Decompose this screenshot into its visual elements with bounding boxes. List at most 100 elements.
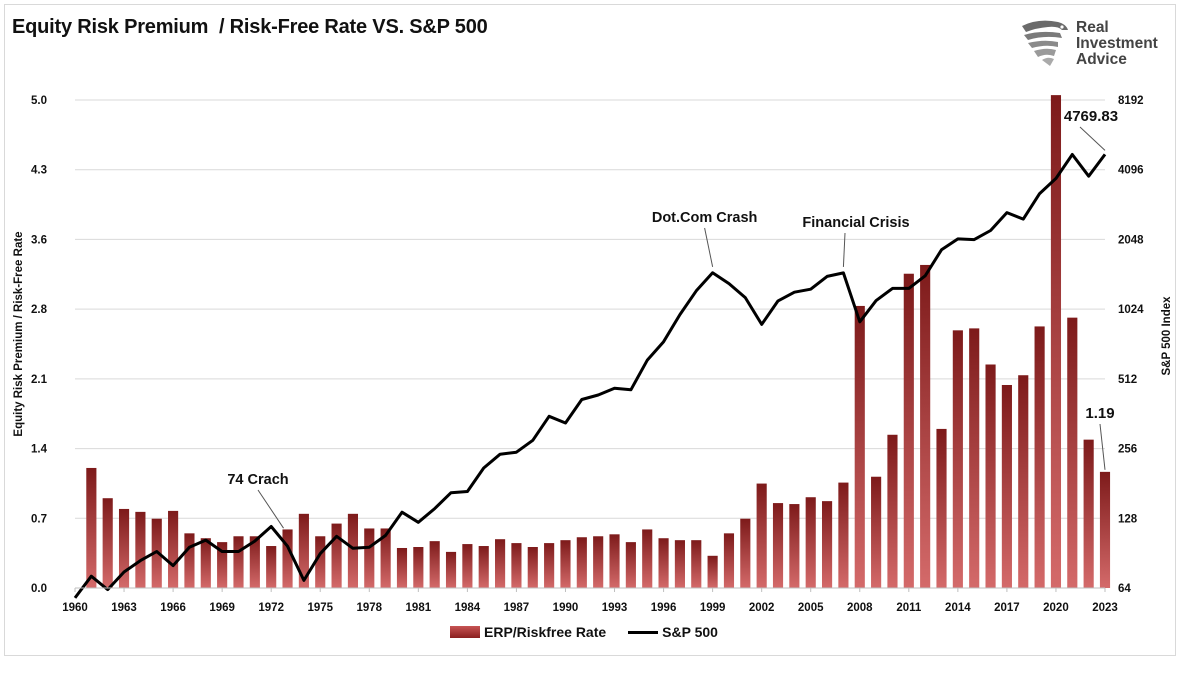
eagle-logo-icon [1022,20,1068,66]
x-tick-label: 2020 [1043,602,1069,614]
right-axis-title: S&P 500 Index [1161,296,1173,376]
annotation-leader-line [1099,423,1106,470]
x-tick-label: 1966 [160,602,186,614]
x-tick-label: 2008 [847,602,873,614]
erp-bar [756,483,767,588]
erp-bar [249,536,260,588]
chart-frame [4,4,1176,656]
left-tick-label: 0.7 [31,513,47,525]
x-tick-label: 1996 [651,602,677,614]
erp-bar [102,498,113,588]
erp-bar [298,513,309,588]
left-tick-label: 2.8 [31,304,48,316]
sp500-line [73,153,1107,599]
annotation-74-crash: 74 Crach [227,472,288,488]
left-tick-label: 5.0 [31,95,47,107]
legend: ERP/Riskfree Rate S&P 500 [450,624,718,640]
erp-bar [315,536,326,588]
logo-line-2: Investment [1076,35,1158,52]
right-tick-label: 8192 [1118,95,1144,107]
right-tick-label: 256 [1118,444,1137,456]
erp-bar [462,544,473,588]
erp-bar [871,476,882,588]
x-tick-label: 2005 [798,602,824,614]
erp-bar [364,528,375,588]
logo-text: Real Investment Advice [1076,20,1158,68]
chart-title: Equity Risk Premium / Risk-Free Rate VS.… [12,16,488,38]
erp-bar [511,543,522,588]
annotation-leader-line [1079,126,1106,151]
erp-bar [1034,326,1045,588]
right-tick-label: 1024 [1118,304,1144,316]
erp-bar [609,534,620,588]
erp-bar [985,364,996,588]
erp-bar [838,482,849,588]
erp-bar [118,508,130,588]
erp-bar [331,523,342,588]
right-tick-label: 128 [1118,513,1138,525]
erp-bar [642,529,653,588]
erp-bar [445,551,457,588]
x-tick-label: 1987 [504,602,530,614]
left-axis-title: Equity Risk Premium / Risk-Free Rate [13,231,25,436]
logo: Real Investment Advice [1018,16,1168,68]
annotation-financial-crisis: Financial Crisis [802,215,909,231]
erp-bar [740,518,751,588]
erp-bar [903,273,914,588]
erp-bar [527,547,538,588]
erp-bar [821,501,833,588]
sp500-line-layer [73,153,1107,599]
x-tick-label: 2014 [945,602,971,614]
erp-bar [1083,439,1094,588]
x-tick-label: 1963 [111,602,137,614]
logo-line-3: Advice [1076,51,1127,68]
x-tick-label: 2017 [994,602,1020,614]
erp-bar [495,539,506,588]
erp-bars [86,95,1111,589]
erp-bar [1001,384,1012,588]
logo-line-1: Real [1076,19,1109,36]
right-tick-label: 512 [1118,374,1137,386]
annotation-leader-line [704,227,714,267]
erp-bar [429,541,440,588]
erp-bar [920,264,931,588]
erp-bar [217,542,228,588]
x-tick-label: 2023 [1092,602,1118,614]
legend-item-sp500: S&P 500 [662,624,718,640]
x-tick-label: 1975 [307,602,333,614]
erp-bar [576,537,587,588]
x-tick-label: 1990 [553,602,579,614]
x-tick-label: 2011 [896,602,922,614]
x-tick-label: 1984 [455,602,481,614]
erp-bar [805,497,816,588]
erp-bar [184,533,195,588]
x-tick-label: 1981 [406,602,432,614]
erp-bar [1099,471,1111,588]
erp-bar [478,546,489,588]
right-tick-label: 2048 [1118,234,1144,246]
erp-bar [266,546,277,588]
erp-bar [854,305,865,588]
x-tick-label: 1972 [258,602,284,614]
x-tick-label: 2002 [749,602,775,614]
right-tick-label: 64 [1118,583,1131,595]
annotation-dotcom-crash: Dot.Com Crash [652,210,758,226]
erp-bar [1067,317,1078,588]
left-tick-label: 1.4 [31,444,48,456]
erp-bar [789,504,800,588]
sp500-last-value-label: 4769.83 [1064,108,1118,125]
erp-bar [347,513,359,588]
right-tick-label: 4096 [1118,165,1144,177]
erp-bar [952,330,963,588]
erp-bar [936,428,947,588]
x-tick-label: 1969 [209,602,235,614]
erp-bar [1050,95,1062,589]
erp-bar [691,540,702,588]
left-tick-label: 4.3 [31,165,47,177]
left-tick-label: 0.0 [31,583,47,595]
erp-bar [135,511,146,588]
erp-bar [772,503,784,588]
erp-bar [560,540,571,588]
erp-bar [168,510,179,588]
